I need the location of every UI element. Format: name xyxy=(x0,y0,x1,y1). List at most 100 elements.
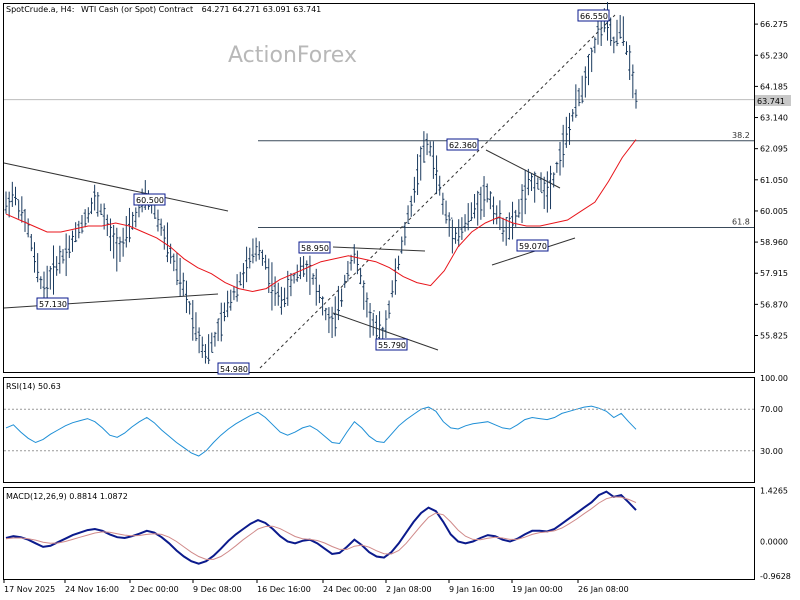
ohlc-bar xyxy=(134,207,138,228)
rsi-line xyxy=(5,405,637,457)
time-tick-label: 26 Jan 08:00 xyxy=(578,585,629,594)
ohlc-bar xyxy=(571,109,575,122)
ohlc-bar xyxy=(77,220,81,239)
ohlc-bar xyxy=(124,216,128,248)
ohlc-bar xyxy=(555,161,559,173)
ohlc-bar xyxy=(330,306,334,338)
ohlc-bar xyxy=(530,172,534,191)
ohlc-bar xyxy=(447,212,451,237)
ohlc-bar xyxy=(58,245,62,274)
ohlc-bar xyxy=(270,262,274,311)
rsi-panel xyxy=(3,377,755,483)
ohlc-bar xyxy=(371,310,375,336)
ohlc-bar xyxy=(36,253,40,283)
ohlc-bar xyxy=(587,53,591,86)
ohlc-bar xyxy=(545,171,549,213)
ohlc-bar xyxy=(403,222,407,246)
ohlc-bar xyxy=(213,331,217,347)
ohlc-bar xyxy=(305,260,309,282)
ohlc-bar xyxy=(590,47,594,73)
ohlc-bar xyxy=(333,296,337,337)
time-tick-label: 17 Nov 2025 xyxy=(4,585,55,594)
svg-text:59.070: 59.070 xyxy=(519,242,547,251)
ohlc-bar xyxy=(302,255,306,277)
ohlc-bar xyxy=(96,192,100,217)
ohlc-bar xyxy=(346,260,350,282)
rsi-title: RSI(14) 50.63 xyxy=(6,382,61,391)
ohlc-bar xyxy=(450,217,454,254)
ohlc-bar xyxy=(520,184,524,224)
price-annotation: 66.550 xyxy=(577,9,610,22)
time-tick-label: 9 Dec 08:00 xyxy=(193,585,242,594)
ohlc-bar xyxy=(219,302,223,342)
macd-main-line xyxy=(5,490,637,565)
ohlc-bar xyxy=(574,84,578,118)
ohlc-bar xyxy=(628,45,632,80)
ohlc-bar xyxy=(435,155,439,195)
price-tick-label: 62.095 xyxy=(760,145,788,154)
ohlc-bar xyxy=(279,286,283,315)
macd-title: MACD(12,26,9) 0.8814 1.0872 xyxy=(6,492,128,501)
ohlc-bar xyxy=(10,181,14,207)
ohlc-bar xyxy=(121,227,125,257)
ohlc-bar xyxy=(488,191,492,210)
ohlc-bar xyxy=(175,252,179,286)
price-tick-label: 57.915 xyxy=(760,269,788,278)
ohlc-bar xyxy=(428,141,432,157)
ohlc-bar xyxy=(191,300,195,341)
ohlc-bar xyxy=(197,327,201,354)
ohlc-values: 64.271 64.271 63.091 63.741 xyxy=(202,5,322,14)
price-tick-label: 56.870 xyxy=(760,300,788,309)
ohlc-bar xyxy=(229,289,233,311)
ohlc-bar xyxy=(273,276,277,306)
ohlc-bar xyxy=(362,280,366,310)
moving-average xyxy=(5,139,637,293)
ohlc-bar xyxy=(454,227,458,244)
ohlc-bar xyxy=(340,288,344,307)
ohlc-bar xyxy=(64,233,68,277)
macd-lines xyxy=(5,490,637,565)
ohlc-bar xyxy=(311,273,315,285)
ohlc-bar xyxy=(245,246,249,283)
ohlc-bar xyxy=(634,89,638,109)
rsi-tick-label: 70.00 xyxy=(760,405,783,414)
ohlc-bar xyxy=(501,217,505,242)
ohlc-bar xyxy=(523,169,527,215)
ohlc-bar xyxy=(89,197,93,215)
ohlc-bar xyxy=(39,276,43,290)
ohlc-bar xyxy=(431,141,435,179)
ohlc-bar xyxy=(552,172,556,188)
time-tick-label: 2 Jan 08:00 xyxy=(386,585,432,594)
ohlc-bars xyxy=(4,2,638,365)
svg-text:66.550: 66.550 xyxy=(580,12,608,21)
ohlc-bar xyxy=(387,300,391,319)
ohlc-bar xyxy=(118,236,122,262)
ohlc-bar xyxy=(184,280,188,314)
macd-signal-line xyxy=(5,496,637,560)
price-annotation: 55.790 xyxy=(375,338,408,351)
ohlc-bar xyxy=(558,141,562,176)
price-annotation: 62.360 xyxy=(446,138,479,151)
instrument-description: WTI Cash (or Spot) Contract xyxy=(81,5,193,14)
ohlc-bar xyxy=(254,237,258,262)
ohlc-bar xyxy=(419,146,423,181)
time-axis: 17 Nov 2025 24 Nov 16:00 2 Dec 00:00 9 Dec … xyxy=(3,579,629,594)
ohlc-bar xyxy=(4,191,8,214)
chart-header: SpotCrude.a, H4: WTI Cash (or Spot) Cont… xyxy=(6,5,321,14)
ohlc-bar xyxy=(248,247,252,269)
ohlc-bar xyxy=(93,184,97,211)
ohlc-bar xyxy=(533,171,537,203)
ohlc-bar xyxy=(210,332,214,353)
ohlc-bar xyxy=(55,256,59,276)
ohlc-bar xyxy=(378,311,382,342)
ohlc-bar xyxy=(207,334,211,365)
watermark: ActionForex xyxy=(228,43,357,68)
ohlc-bar xyxy=(463,214,467,232)
ohlc-bar xyxy=(194,312,198,342)
price-axis: 66.275 65.230 64.185 63.140 62.095 61.050 60.0… xyxy=(754,20,788,340)
ohlc-bar xyxy=(517,199,521,218)
ohlc-bar xyxy=(264,254,268,270)
svg-text:54.980: 54.980 xyxy=(220,365,248,374)
main-panel xyxy=(3,3,755,373)
ohlc-bar xyxy=(631,64,635,99)
